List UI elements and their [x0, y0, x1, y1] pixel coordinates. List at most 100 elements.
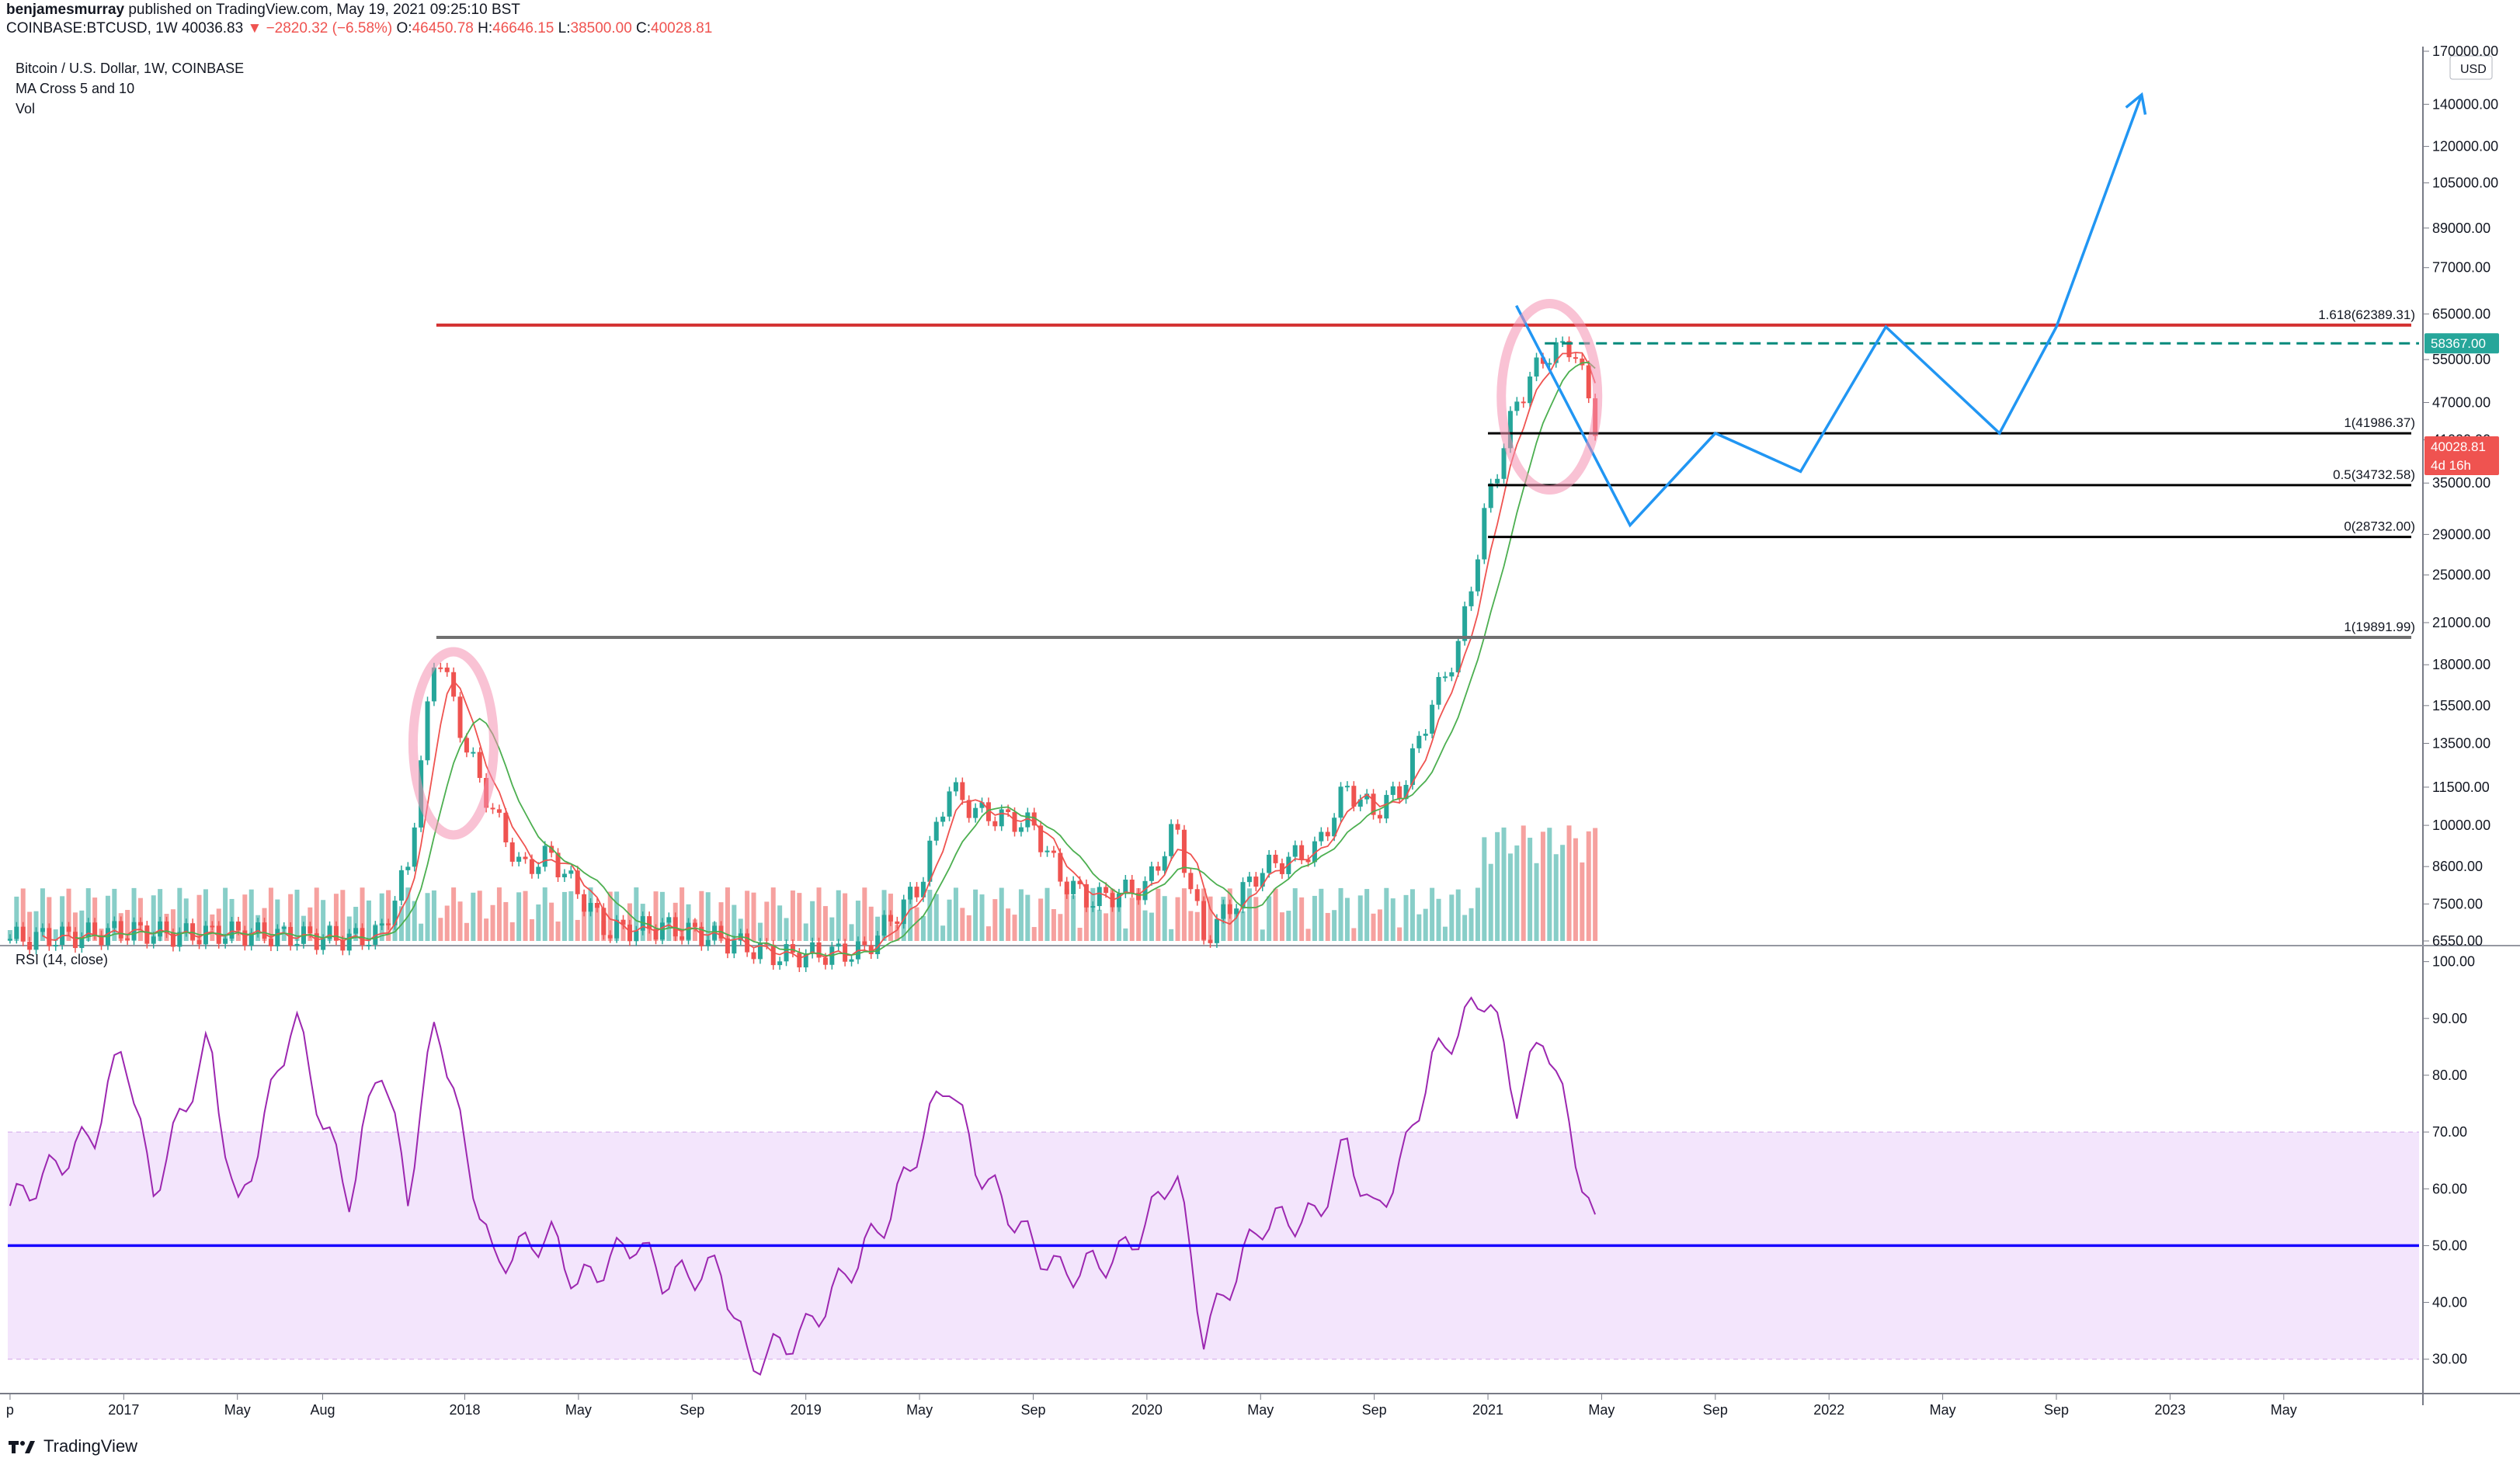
candle[interactable]	[1156, 866, 1161, 871]
candle[interactable]	[477, 752, 482, 779]
candle[interactable]	[1267, 854, 1272, 873]
candle[interactable]	[1580, 358, 1585, 366]
candle[interactable]	[1507, 411, 1513, 449]
candle[interactable]	[1449, 672, 1455, 677]
candle[interactable]	[1253, 877, 1259, 887]
candle[interactable]	[444, 667, 450, 672]
candle[interactable]	[1051, 850, 1056, 853]
candle[interactable]	[1299, 845, 1305, 860]
candle[interactable]	[1540, 357, 1545, 364]
candle[interactable]	[1357, 799, 1363, 807]
candle[interactable]	[1031, 812, 1037, 826]
tradingview-logo-icon[interactable]	[8, 1437, 36, 1456]
candle[interactable]	[392, 901, 398, 925]
candle[interactable]	[1169, 824, 1174, 856]
currency-badge[interactable]	[2449, 55, 2493, 80]
candle[interactable]	[340, 940, 346, 951]
legend-ma-cross[interactable]: MA Cross 5 and 10	[16, 81, 135, 96]
candle[interactable]	[582, 894, 587, 912]
candle[interactable]	[471, 752, 476, 754]
candle[interactable]	[1416, 735, 1422, 748]
candle[interactable]	[1058, 852, 1063, 882]
candle[interactable]	[1521, 401, 1526, 404]
candle[interactable]	[1495, 478, 1500, 484]
candle[interactable]	[412, 827, 417, 867]
candle[interactable]	[666, 917, 672, 923]
candle[interactable]	[1149, 866, 1154, 881]
candle[interactable]	[927, 840, 933, 882]
candle[interactable]	[464, 738, 469, 753]
candle[interactable]	[816, 942, 822, 958]
candle[interactable]	[568, 870, 574, 874]
candle[interactable]	[549, 845, 554, 853]
candle[interactable]	[992, 821, 998, 827]
candle[interactable]	[836, 943, 841, 947]
candle[interactable]	[1071, 880, 1076, 894]
candle[interactable]	[1560, 341, 1566, 343]
candle[interactable]	[1332, 818, 1337, 837]
projection-path[interactable]	[1515, 94, 2143, 528]
candle[interactable]	[979, 802, 985, 808]
candle[interactable]	[1319, 831, 1324, 842]
candle[interactable]	[1123, 880, 1128, 894]
candle[interactable]	[960, 782, 965, 800]
legend-rsi[interactable]: RSI (14, close)	[16, 952, 109, 967]
candle[interactable]	[822, 957, 828, 965]
candle[interactable]	[294, 943, 300, 946]
candle[interactable]	[1279, 863, 1284, 874]
candle[interactable]	[314, 933, 319, 950]
candle[interactable]	[1409, 748, 1415, 785]
candle[interactable]	[1104, 887, 1109, 894]
candle[interactable]	[542, 845, 547, 867]
candle[interactable]	[1436, 676, 1441, 705]
candle[interactable]	[940, 816, 946, 822]
candle[interactable]	[196, 939, 202, 945]
candle[interactable]	[457, 696, 463, 738]
candle[interactable]	[757, 943, 763, 960]
candle[interactable]	[1501, 448, 1507, 479]
legend-volume[interactable]: Vol	[16, 101, 36, 116]
candle[interactable]	[1064, 881, 1069, 894]
candle[interactable]	[516, 856, 522, 862]
candle[interactable]	[346, 933, 352, 951]
candle[interactable]	[1025, 812, 1031, 828]
candle[interactable]	[1175, 824, 1180, 830]
candle[interactable]	[1442, 676, 1448, 679]
candle[interactable]	[797, 953, 802, 968]
price-tag-last[interactable]	[2424, 436, 2499, 475]
candle[interactable]	[803, 953, 808, 968]
candle[interactable]	[777, 961, 783, 966]
candle[interactable]	[751, 952, 756, 960]
candle[interactable]	[1547, 363, 1552, 365]
candle[interactable]	[1390, 786, 1396, 795]
candle[interactable]	[1305, 859, 1311, 863]
candle[interactable]	[705, 939, 711, 946]
candle[interactable]	[1423, 734, 1428, 736]
candle[interactable]	[1586, 365, 1591, 399]
publisher-username[interactable]: benjamesmurray	[6, 2, 125, 18]
candle[interactable]	[1038, 825, 1044, 852]
candle[interactable]	[321, 939, 326, 950]
candle[interactable]	[1344, 786, 1350, 788]
candle[interactable]	[575, 870, 580, 894]
candle[interactable]	[451, 672, 457, 697]
candle[interactable]	[862, 941, 867, 946]
candle[interactable]	[732, 940, 737, 954]
candle[interactable]	[1430, 704, 1435, 734]
candle[interactable]	[1129, 880, 1135, 893]
candle[interactable]	[973, 807, 978, 818]
chart-legend-title[interactable]: Bitcoin / U.S. Dollar, 1W, COINBASE	[16, 61, 245, 76]
candle[interactable]	[268, 939, 273, 947]
candle[interactable]	[561, 873, 567, 877]
candle[interactable]	[985, 802, 991, 821]
candle[interactable]	[1083, 884, 1089, 908]
candle[interactable]	[849, 959, 854, 962]
candle[interactable]	[425, 701, 430, 761]
candle[interactable]	[431, 667, 436, 702]
candle[interactable]	[1273, 854, 1278, 863]
candle[interactable]	[1142, 880, 1148, 901]
candle[interactable]	[953, 782, 958, 792]
candle[interactable]	[999, 809, 1004, 827]
candle[interactable]	[1462, 606, 1468, 641]
